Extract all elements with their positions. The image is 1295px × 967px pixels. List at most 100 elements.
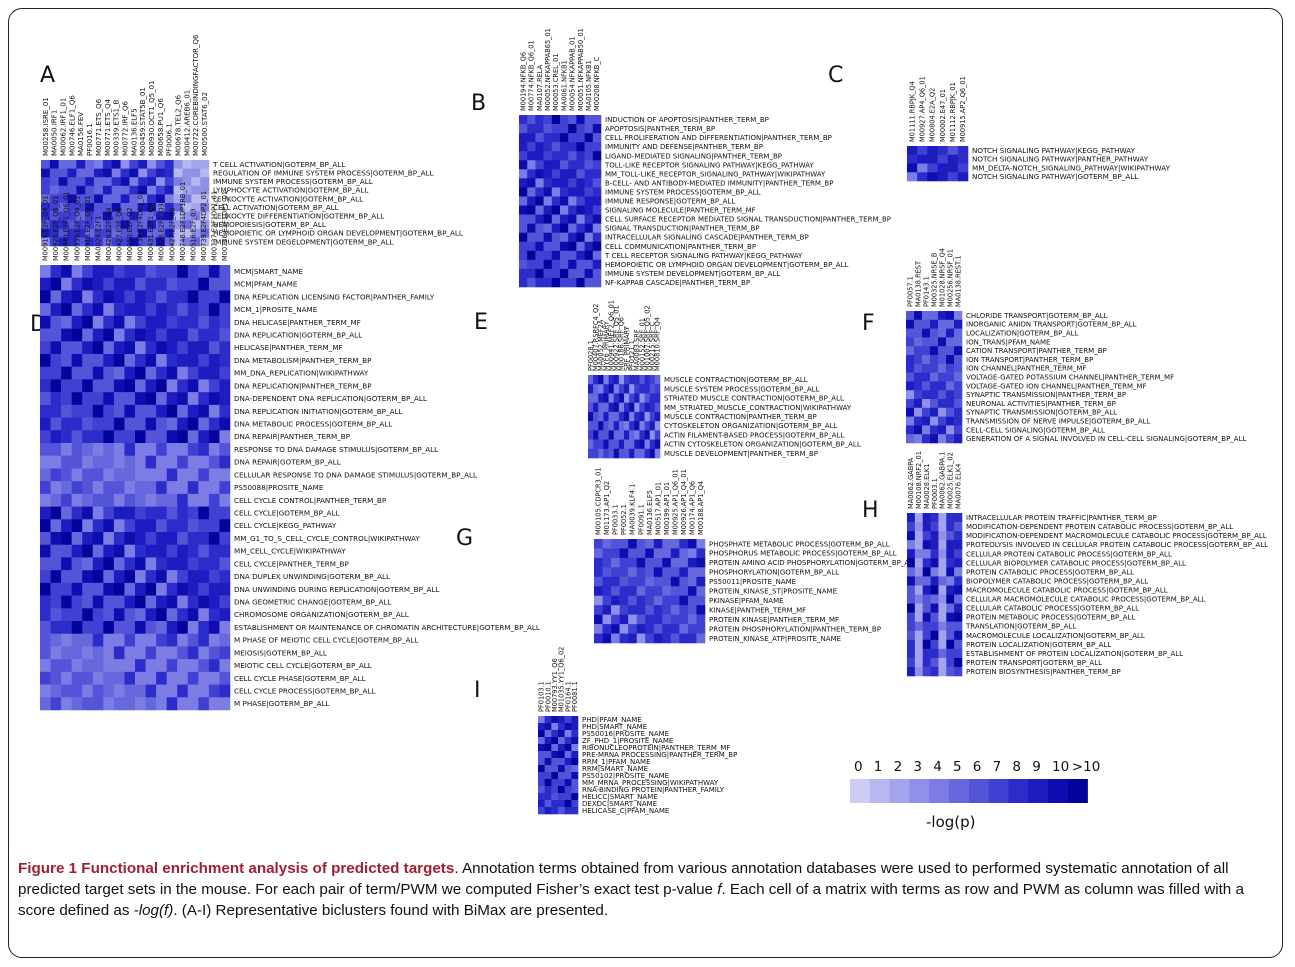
heatmap-cell: [71, 354, 83, 368]
row-label: SYNAPTIC TRANSMISSION|PANTHER_TERM_BP: [966, 391, 1126, 399]
heatmap-cell: [938, 531, 947, 541]
heatmap-cell: [906, 346, 915, 356]
heatmap-cell: [634, 411, 640, 422]
heatmap-cell: [653, 605, 663, 615]
heatmap-cell: [598, 384, 604, 394]
heatmap-cell: [584, 151, 594, 161]
heatmap-cell: [914, 576, 924, 586]
heatmap-cell: [173, 160, 183, 169]
heatmap-cell: [527, 151, 536, 161]
heatmap-cell: [113, 532, 125, 546]
heatmap-cell: [551, 751, 559, 759]
heatmap-cell: [82, 430, 94, 444]
heatmap-cell: [61, 265, 72, 279]
heatmap-cell: [670, 557, 680, 568]
heatmap-cell: [219, 684, 231, 698]
heatmap-cell: [145, 582, 157, 596]
heatmap-cell: [156, 481, 167, 495]
heatmap-cell: [102, 177, 113, 187]
row-label: CELLULAR CATABOLIC PROCESS|GOTERM_BP_ALL: [966, 605, 1139, 613]
heatmap-cell: [527, 160, 536, 170]
heatmap-cell: [907, 163, 918, 173]
row-label: DNA METABOLISM|PANTHER_TERM_BP: [234, 356, 372, 365]
heatmap-cell: [593, 384, 599, 394]
heatmap-cell: [113, 633, 125, 647]
heatmap-cell: [92, 443, 104, 457]
heatmap-cell: [954, 513, 963, 523]
heatmap-cell: [938, 513, 947, 523]
heatmap-cell: [135, 633, 146, 647]
heatmap-cell: [82, 404, 94, 418]
heatmap-cell: [564, 786, 572, 794]
heatmap-cell: [592, 277, 602, 288]
panel-letter: E: [474, 310, 488, 335]
heatmap-cell: [145, 290, 157, 304]
heatmap-cell: [519, 241, 528, 252]
heatmap-cell: [930, 328, 939, 338]
caption-body-1: Annotation terms obtained from various a…: [18, 860, 1229, 898]
legend-tick: 8: [1012, 759, 1021, 775]
heatmap-cell: [907, 146, 918, 156]
heatmap-cell: [166, 277, 178, 291]
heatmap-cell: [543, 214, 553, 224]
heatmap-cell: [82, 621, 94, 635]
heatmap-cell: [49, 203, 59, 212]
heatmap-cell: [61, 506, 72, 520]
row-label: HEMOPOIETIC OR LYMPHOID ORGAN DEVELOPMEN…: [213, 229, 463, 238]
heatmap-cell: [147, 237, 157, 247]
heatmap-cell: [946, 549, 955, 559]
heatmap-cell: [519, 232, 528, 243]
heatmap-cell: [954, 346, 963, 356]
heatmap-cell: [208, 455, 220, 469]
heatmap-cell: [592, 241, 602, 252]
heatmap-cell: [543, 205, 553, 215]
heatmap-cell: [560, 115, 569, 125]
heatmap-cell: [662, 586, 672, 597]
heatmap-cell: [85, 185, 95, 195]
heatmap-cell: [568, 133, 577, 143]
heatmap-cell: [629, 411, 635, 422]
heatmap-cell: [571, 772, 579, 780]
heatmap-cell: [922, 337, 931, 347]
heatmap-cell: [930, 558, 939, 568]
heatmap-cell: [103, 544, 115, 558]
column-label: PF0033.1: [612, 504, 620, 535]
heatmap-cell: [662, 539, 672, 549]
heatmap-cell: [592, 187, 602, 197]
heatmap-cell: [930, 639, 939, 650]
heatmap-cell: [628, 624, 637, 634]
heatmap-cell: [907, 522, 916, 532]
heatmap-cell: [155, 194, 166, 204]
heatmap-cell: [92, 265, 104, 279]
heatmap-cell: [166, 659, 178, 673]
heatmap-cell: [71, 608, 83, 622]
heatmap-cell: [67, 237, 77, 247]
heatmap-cell: [594, 548, 603, 559]
heatmap-cell: [182, 194, 192, 204]
heatmap-cell: [198, 646, 210, 660]
row-label: INDUCTION OF APOPTOSIS|PANTHER_TERM_BP: [605, 116, 769, 124]
heatmap-cell: [571, 744, 579, 752]
heatmap-cell: [592, 115, 602, 125]
heatmap-cell: [576, 142, 585, 152]
column-label: M00738.E2F4DP1_01: [137, 191, 145, 261]
heatmap-cell: [636, 586, 646, 597]
heatmap-cell: [611, 595, 620, 606]
heatmap-cell: [636, 605, 646, 615]
heatmap-cell: [113, 315, 125, 329]
heatmap-cell: [558, 793, 565, 801]
heatmap-cell: [946, 585, 955, 595]
heatmap-cell: [946, 355, 955, 365]
column-label: M00739.E2F4DP2_01: [200, 191, 208, 261]
heatmap-cell: [645, 633, 655, 644]
heatmap-cell: [177, 684, 189, 698]
heatmap-cell: [535, 178, 544, 188]
row-label: ION CHANNEL|PANTHER_TERM_MF: [966, 365, 1086, 373]
column-label: M00736.E2F1DP1_01: [221, 191, 229, 261]
heatmap-cell: [938, 621, 947, 632]
row-label: HEMOPOIETIC OR LYMPHOID ORGAN DEVELOPMEN…: [605, 261, 849, 269]
heatmap-cell: [61, 366, 72, 380]
heatmap-cell: [535, 169, 544, 179]
heatmap-cell: [177, 506, 189, 520]
row-label: PHD|PFAM_NAME: [582, 716, 642, 724]
